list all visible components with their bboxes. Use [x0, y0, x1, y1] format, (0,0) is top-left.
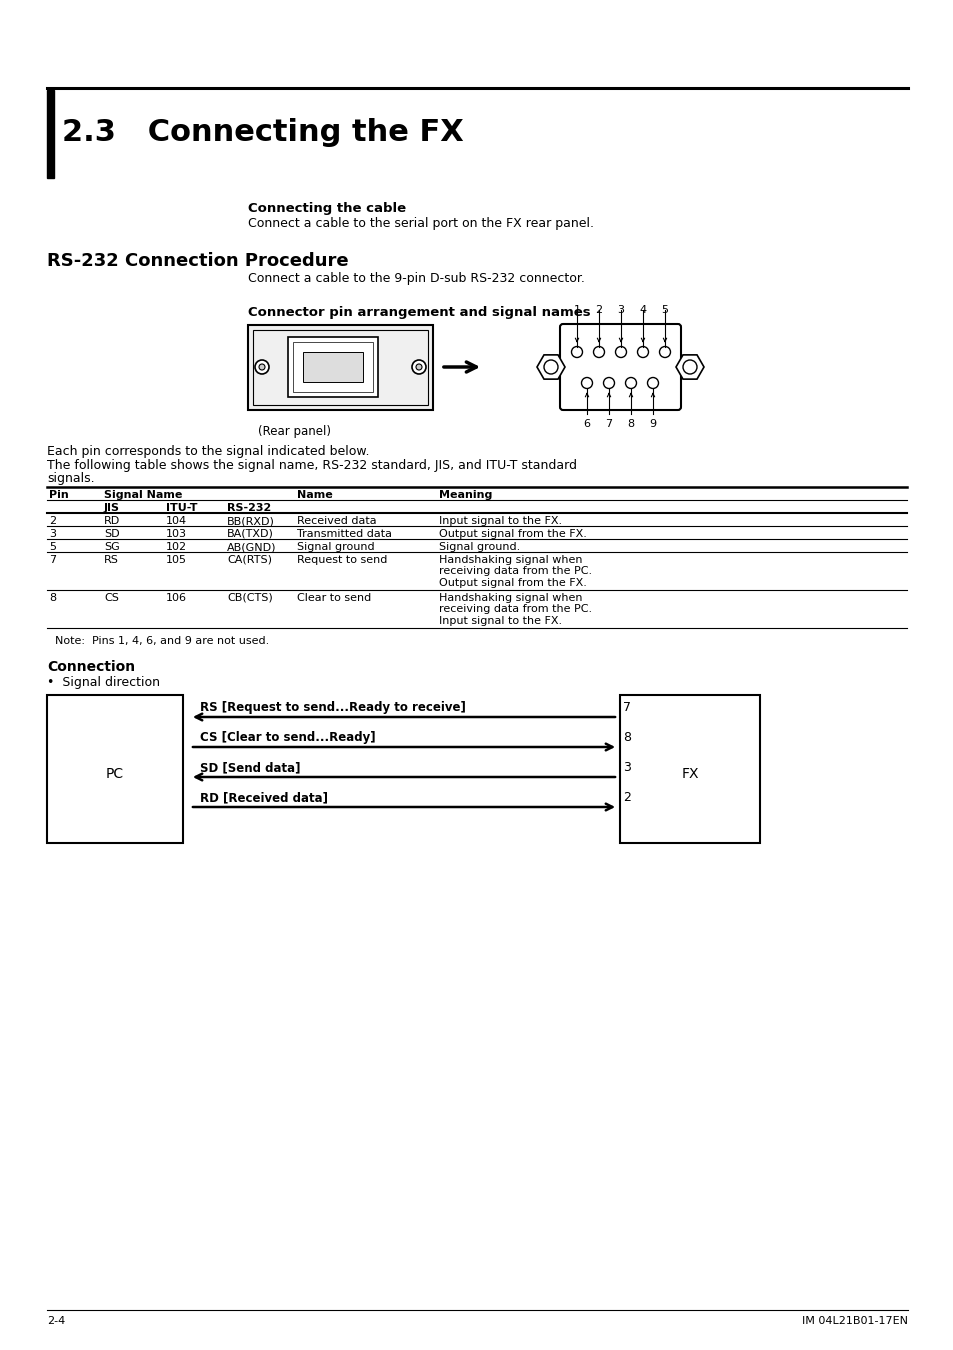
- Text: Handshaking signal when: Handshaking signal when: [438, 555, 582, 566]
- Text: CA(RTS): CA(RTS): [227, 555, 272, 566]
- Text: CS: CS: [104, 593, 119, 603]
- Text: Pin: Pin: [49, 490, 69, 500]
- Circle shape: [412, 360, 426, 374]
- Text: Connection: Connection: [47, 660, 135, 674]
- Text: Input signal to the FX.: Input signal to the FX.: [438, 616, 561, 626]
- Text: 2-4: 2-4: [47, 1316, 65, 1326]
- Text: RS-232 Connection Procedure: RS-232 Connection Procedure: [47, 252, 348, 270]
- Text: 8: 8: [622, 730, 630, 744]
- Text: 105: 105: [166, 555, 187, 566]
- Text: RD [Received data]: RD [Received data]: [200, 791, 328, 805]
- Text: Output signal from the FX.: Output signal from the FX.: [438, 578, 586, 589]
- Text: RS-232: RS-232: [227, 504, 271, 513]
- Text: 4: 4: [639, 305, 646, 315]
- Text: 7: 7: [622, 701, 630, 714]
- Text: receiving data from the PC.: receiving data from the PC.: [438, 567, 592, 576]
- Text: receiving data from the PC.: receiving data from the PC.: [438, 605, 592, 614]
- Text: BB(RXD): BB(RXD): [227, 516, 274, 526]
- Text: RS [Request to send...Ready to receive]: RS [Request to send...Ready to receive]: [200, 701, 465, 714]
- Text: 5: 5: [660, 305, 668, 315]
- Bar: [303, 352, 363, 382]
- Text: 2: 2: [622, 791, 630, 805]
- Bar: [293, 342, 373, 392]
- Text: Note:  Pins 1, 4, 6, and 9 are not used.: Note: Pins 1, 4, 6, and 9 are not used.: [55, 636, 269, 647]
- Text: Output signal from the FX.: Output signal from the FX.: [438, 529, 586, 539]
- Circle shape: [659, 347, 670, 358]
- Circle shape: [615, 347, 626, 358]
- Text: 7: 7: [605, 418, 612, 429]
- Text: SG: SG: [104, 541, 120, 552]
- Bar: [47, 90, 54, 178]
- Text: 103: 103: [166, 529, 187, 539]
- Text: 9: 9: [649, 418, 656, 429]
- Text: Received data: Received data: [296, 516, 376, 526]
- Text: Connect a cable to the 9-pin D-sub RS-232 connector.: Connect a cable to the 9-pin D-sub RS-23…: [248, 271, 584, 285]
- Circle shape: [543, 360, 558, 374]
- Text: 106: 106: [166, 593, 187, 603]
- Text: IM 04L21B01-17EN: IM 04L21B01-17EN: [801, 1316, 907, 1326]
- Text: AB(GND): AB(GND): [227, 541, 276, 552]
- Text: signals.: signals.: [47, 472, 94, 485]
- Text: PC: PC: [106, 767, 124, 782]
- Circle shape: [625, 378, 636, 389]
- Text: JIS: JIS: [104, 504, 120, 513]
- Text: (Rear panel): (Rear panel): [257, 425, 331, 437]
- Circle shape: [603, 378, 614, 389]
- Text: 3: 3: [617, 305, 624, 315]
- Bar: [47, 695, 183, 842]
- Text: The following table shows the signal name, RS-232 standard, JIS, and ITU-T stand: The following table shows the signal nam…: [47, 459, 577, 472]
- Text: CS [Clear to send...Ready]: CS [Clear to send...Ready]: [200, 730, 375, 744]
- Text: 5: 5: [49, 541, 56, 552]
- Text: 2.3   Connecting the FX: 2.3 Connecting the FX: [62, 117, 463, 147]
- Text: 3: 3: [622, 761, 630, 774]
- Text: Handshaking signal when: Handshaking signal when: [438, 593, 582, 603]
- Text: 6: 6: [583, 418, 590, 429]
- Text: 8: 8: [49, 593, 56, 603]
- Text: CB(CTS): CB(CTS): [227, 593, 273, 603]
- Text: Name: Name: [296, 490, 333, 500]
- Text: Request to send: Request to send: [296, 555, 387, 566]
- Text: Each pin corresponds to the signal indicated below.: Each pin corresponds to the signal indic…: [47, 446, 369, 458]
- Circle shape: [581, 378, 592, 389]
- Text: 102: 102: [166, 541, 187, 552]
- Text: Transmitted data: Transmitted data: [296, 529, 392, 539]
- Bar: [248, 325, 433, 410]
- Circle shape: [254, 360, 269, 374]
- Text: SD [Send data]: SD [Send data]: [200, 761, 300, 774]
- Circle shape: [416, 364, 421, 370]
- Text: Signal ground: Signal ground: [296, 541, 375, 552]
- Text: SD: SD: [104, 529, 119, 539]
- Text: 2: 2: [49, 516, 56, 526]
- Text: 7: 7: [49, 555, 56, 566]
- Text: 3: 3: [49, 529, 56, 539]
- Text: Connect a cable to the serial port on the FX rear panel.: Connect a cable to the serial port on th…: [248, 217, 594, 230]
- Circle shape: [647, 378, 658, 389]
- Circle shape: [682, 360, 697, 374]
- Text: FX: FX: [680, 767, 698, 782]
- Text: Meaning: Meaning: [438, 490, 492, 500]
- Bar: [619, 695, 760, 842]
- Text: Clear to send: Clear to send: [296, 593, 371, 603]
- Text: 2: 2: [595, 305, 602, 315]
- Bar: [288, 338, 377, 397]
- Text: RS: RS: [104, 555, 119, 566]
- Text: Input signal to the FX.: Input signal to the FX.: [438, 516, 561, 526]
- Text: 104: 104: [166, 516, 187, 526]
- Text: BA(TXD): BA(TXD): [227, 529, 274, 539]
- Text: Signal ground.: Signal ground.: [438, 541, 519, 552]
- Text: Signal Name: Signal Name: [104, 490, 182, 500]
- Circle shape: [593, 347, 604, 358]
- Text: 1: 1: [573, 305, 579, 315]
- Text: RD: RD: [104, 516, 120, 526]
- Text: 8: 8: [627, 418, 634, 429]
- Circle shape: [571, 347, 582, 358]
- Text: Connecting the cable: Connecting the cable: [248, 202, 406, 215]
- Text: Connector pin arrangement and signal names: Connector pin arrangement and signal nam…: [248, 306, 590, 319]
- Circle shape: [258, 364, 265, 370]
- FancyBboxPatch shape: [559, 324, 680, 410]
- Text: ITU-T: ITU-T: [166, 504, 197, 513]
- Bar: [253, 329, 428, 405]
- Text: •  Signal direction: • Signal direction: [47, 676, 160, 688]
- Circle shape: [637, 347, 648, 358]
